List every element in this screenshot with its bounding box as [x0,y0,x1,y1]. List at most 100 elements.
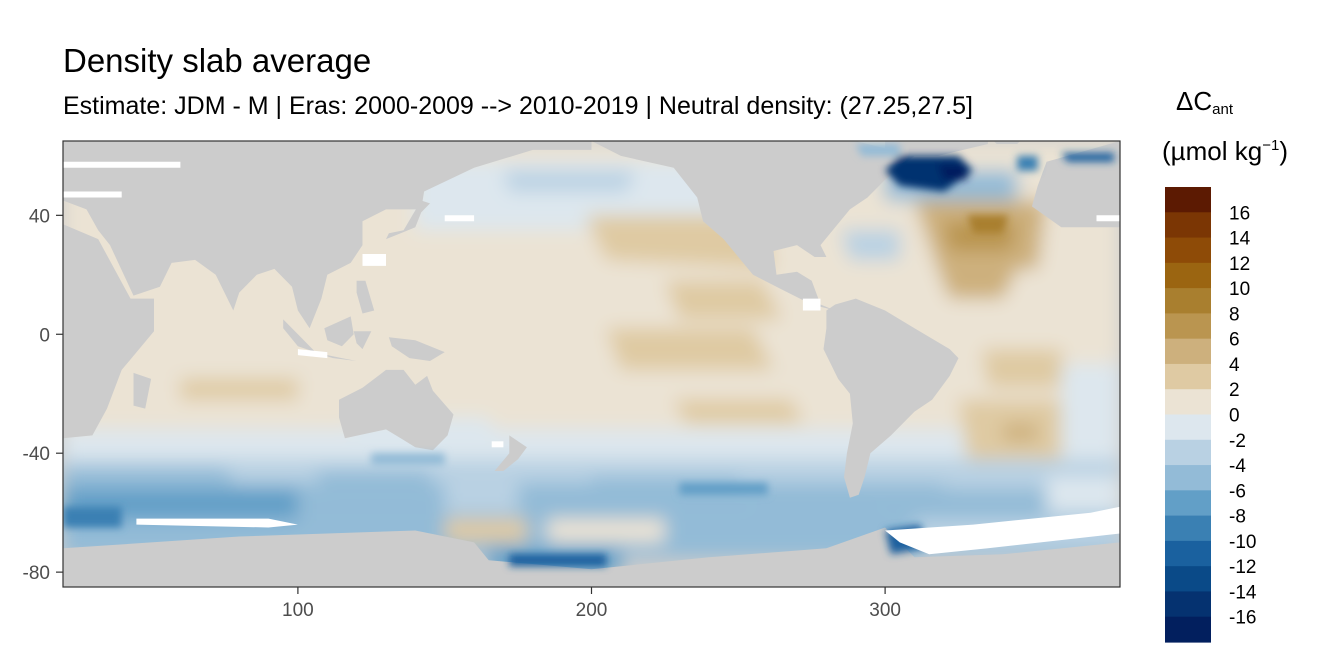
ocean-detail [967,215,1009,234]
legend-swatch [1165,237,1211,264]
ocean-region [664,280,783,320]
ocean-detail [509,554,607,567]
ocean-region [63,488,298,519]
no-data-layer [63,161,1120,555]
land-mass [494,435,527,471]
ocean-region [444,518,527,543]
ocean-region [503,170,636,192]
ocean-detail [1017,155,1038,171]
x-tick-label: 300 [869,600,901,621]
legend-swatch [1165,616,1211,643]
legend-label: 12 [1229,254,1250,275]
ocean-detail [679,482,768,495]
legend-label: 0 [1229,406,1240,427]
legend-unit: (µmol kg−1) [1162,136,1288,166]
legend-label: 14 [1229,229,1251,250]
legend-swatch [1165,363,1211,390]
land-mass [63,224,154,439]
legend-swatch [1165,439,1211,466]
ocean-region [943,468,1062,489]
no-data-area [1096,215,1120,222]
no-data-area [297,349,328,359]
x-tick-label: 100 [282,600,314,621]
chart-title: Density slab average [63,42,372,79]
legend-swatch [1165,540,1211,567]
land-mass [386,200,430,240]
legend-title: ΔCant [1176,86,1234,118]
ocean-region [1046,477,1120,513]
legend-label: 10 [1229,279,1250,300]
no-data-area [63,161,181,168]
x-tick-label: 200 [576,600,608,621]
land-layer [63,141,1120,587]
legend-swatch [1165,566,1211,593]
no-data-area [491,441,504,448]
legend-swatch [1165,338,1211,365]
legend-label: -2 [1229,431,1246,452]
legend-swatch [1165,490,1211,517]
ocean-detail [855,144,900,156]
map-panel [63,141,1120,587]
no-data-area [802,298,821,311]
y-tick-label: 40 [29,206,50,227]
legend-label: 6 [1229,330,1240,351]
ocean-region [982,349,1068,388]
x-axis: 100 200 300 [282,587,901,621]
legend-label: -12 [1229,557,1256,578]
land-mass [388,337,445,361]
ocean-region [938,268,1018,299]
legend-label: 16 [1229,203,1250,224]
land-mass [356,280,375,314]
land-mass [823,298,959,498]
ocean-region [841,230,900,260]
ocean-region [1061,364,1120,454]
legend-swatch [1165,313,1211,340]
legend-swatch [1165,187,1211,213]
legend-label: -16 [1229,608,1256,629]
legend-label: 8 [1229,304,1240,325]
ocean-region [606,328,774,370]
y-tick-label: -40 [23,444,50,465]
ocean-detail [63,506,122,528]
legend-label: -6 [1229,481,1246,502]
land-mass [885,141,988,156]
legend-label: 2 [1229,380,1240,401]
legend-swatch [1165,414,1211,441]
ocean-detail [371,453,445,466]
legend-swatch [1165,515,1211,542]
y-tick-label: -80 [23,563,50,584]
land-mass [63,527,1120,587]
land-mass [993,141,1021,144]
no-data-area [885,506,1120,555]
legend-swatch [1165,288,1211,314]
y-tick-label: 0 [39,325,50,346]
legend-label: -14 [1229,582,1257,603]
no-data-area [63,191,122,198]
land-mass [1031,141,1120,228]
legend-swatch [1165,389,1211,416]
land-mass [133,372,152,409]
ocean-region [547,518,665,543]
ocean-region [180,378,298,400]
land-mass [283,319,316,353]
legend-swatch [1165,262,1211,289]
legend-swatch [1165,591,1211,618]
chart-subtitle: Estimate: JDM - M | Eras: 2000-2009 --> … [63,92,973,120]
legend-swatch [1165,465,1211,491]
land-mass [63,141,592,329]
ocean-detail [885,155,974,192]
ocean-region [312,471,430,489]
ocean-region [415,161,739,231]
legend-label: -10 [1229,532,1256,553]
legend-swatch [1165,212,1211,239]
land-mass [353,331,372,350]
y-axis: 40 0 -40 -80 [23,206,63,584]
ocean-region [151,274,284,359]
legend-label: -4 [1229,456,1246,477]
no-data-area [362,254,386,266]
no-data-area [136,518,298,528]
ocean-region [63,468,240,489]
legend-label: -8 [1229,507,1246,528]
ocean-region [63,429,1120,460]
